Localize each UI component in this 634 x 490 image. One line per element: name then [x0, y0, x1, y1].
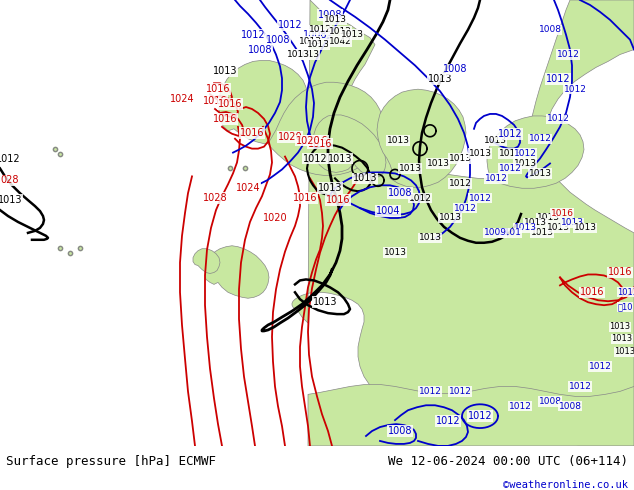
Text: 1012: 1012	[0, 153, 20, 164]
Text: 1012: 1012	[436, 416, 460, 426]
Text: 1013: 1013	[353, 173, 377, 183]
Text: 1013: 1013	[427, 159, 450, 168]
Text: 1016: 1016	[550, 209, 574, 218]
Text: 1008: 1008	[388, 188, 412, 198]
Text: 1008: 1008	[538, 25, 562, 34]
Text: 1016: 1016	[326, 195, 350, 205]
Text: 1013: 1013	[318, 183, 342, 193]
Text: 1012: 1012	[546, 74, 571, 84]
Text: 合10: 合10	[618, 303, 633, 312]
Text: 1013: 1013	[439, 214, 462, 222]
Text: 1013: 1013	[611, 334, 633, 343]
Text: 1013: 1013	[514, 159, 536, 168]
Text: 1008: 1008	[266, 35, 290, 45]
Text: 1016: 1016	[206, 84, 230, 94]
Text: 1013: 1013	[297, 50, 320, 59]
Text: 1008: 1008	[388, 426, 412, 436]
Text: 1020: 1020	[262, 213, 287, 223]
Text: Surface pressure [hPa] ECMWF: Surface pressure [hPa] ECMWF	[6, 455, 216, 468]
Text: 1013: 1013	[536, 214, 559, 222]
Text: 1012: 1012	[484, 174, 507, 183]
Text: 1013: 1013	[614, 347, 634, 356]
Text: 1012: 1012	[498, 129, 522, 139]
Text: 1016: 1016	[307, 139, 332, 148]
Text: 1013: 1013	[340, 30, 363, 39]
Text: 1028: 1028	[203, 193, 228, 203]
Text: 1012: 1012	[529, 134, 552, 143]
Text: 1012: 1012	[508, 402, 531, 411]
Text: 1016: 1016	[293, 193, 317, 203]
Text: 1042: 1042	[328, 37, 351, 46]
Text: 1013: 1013	[484, 136, 507, 145]
Text: 1013: 1013	[469, 149, 491, 158]
Text: 1012: 1012	[453, 203, 476, 213]
Text: 1013: 1013	[387, 136, 410, 145]
Text: 1016: 1016	[304, 136, 328, 146]
Text: 1016: 1016	[203, 96, 227, 106]
Text: 1013: 1013	[323, 15, 347, 24]
Text: 1012: 1012	[418, 387, 441, 396]
Text: 1020: 1020	[295, 136, 320, 146]
Text: 1004: 1004	[376, 206, 400, 216]
Text: 1012: 1012	[328, 27, 351, 36]
Text: 1013: 1013	[514, 223, 536, 232]
Text: 2101: 2101	[498, 228, 521, 237]
Text: 1013: 1013	[287, 50, 309, 59]
Text: 1013: 1013	[618, 288, 634, 297]
Text: 1013: 1013	[448, 154, 472, 163]
Text: 1016: 1016	[579, 287, 604, 297]
Text: 1013: 1013	[313, 297, 337, 307]
Text: 1013: 1013	[213, 66, 237, 76]
Text: 1012: 1012	[514, 149, 536, 158]
Text: 1024: 1024	[170, 94, 194, 104]
Text: 1012: 1012	[469, 194, 491, 203]
Text: 1013: 1013	[574, 223, 597, 232]
Text: 1013: 1013	[384, 248, 406, 257]
Text: 028: 028	[1, 175, 19, 185]
Text: 1013: 1013	[0, 195, 22, 205]
Text: 1013: 1013	[299, 37, 321, 46]
Text: 1012: 1012	[569, 382, 592, 391]
Text: 1008: 1008	[443, 64, 467, 74]
Text: 1008: 1008	[318, 10, 342, 20]
Text: 1012: 1012	[588, 362, 611, 371]
Text: 1012: 1012	[241, 30, 265, 40]
Text: 1013: 1013	[498, 149, 522, 158]
Text: 1012: 1012	[468, 411, 493, 421]
Text: 1012: 1012	[309, 25, 332, 34]
Text: 1008: 1008	[303, 30, 327, 40]
Text: 1008: 1008	[559, 402, 581, 411]
Text: 1013: 1013	[306, 40, 330, 49]
Text: 1013: 1013	[529, 169, 552, 178]
Text: 1012: 1012	[547, 114, 569, 123]
Text: 1013: 1013	[609, 322, 631, 332]
Text: 1012: 1012	[302, 153, 327, 164]
Text: 1012: 1012	[564, 85, 586, 94]
Text: 1012: 1012	[278, 20, 302, 30]
Text: 1012: 1012	[557, 50, 579, 59]
Text: 1020: 1020	[278, 132, 302, 142]
Text: 1012: 1012	[449, 387, 472, 396]
Text: 1013: 1013	[328, 153, 353, 164]
Text: 1013: 1013	[531, 228, 553, 237]
Text: ©weatheronline.co.uk: ©weatheronline.co.uk	[503, 480, 628, 490]
Text: 1013: 1013	[418, 233, 441, 243]
Text: 1016: 1016	[217, 99, 242, 109]
Text: 1012: 1012	[408, 194, 432, 203]
Text: 1016: 1016	[213, 114, 237, 124]
Text: 1016: 1016	[240, 128, 264, 138]
Text: 1012: 1012	[449, 179, 472, 188]
Text: 1013: 1013	[428, 74, 452, 84]
Text: We 12-06-2024 00:00 UTC (06+114): We 12-06-2024 00:00 UTC (06+114)	[387, 455, 628, 468]
Text: 1013: 1013	[524, 219, 547, 227]
Text: 1013: 1013	[399, 164, 422, 173]
Text: 1013: 1013	[560, 219, 583, 227]
Text: 1012: 1012	[498, 164, 521, 173]
Text: 1016: 1016	[608, 268, 632, 277]
Text: 1008: 1008	[248, 45, 272, 54]
Text: 1008: 1008	[538, 397, 562, 406]
Text: 1009: 1009	[484, 228, 507, 237]
Text: 1024: 1024	[236, 183, 261, 193]
Text: 1013: 1013	[547, 223, 569, 232]
